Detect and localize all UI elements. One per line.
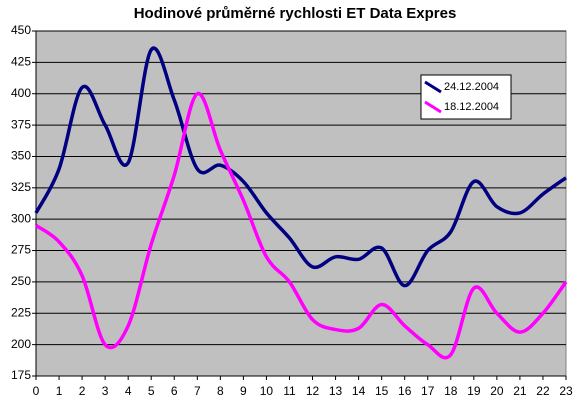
line-series [34,91,568,360]
x-tick-label: 9 [240,384,247,398]
x-tick-label: 17 [421,384,435,398]
x-tick-label: 4 [125,384,132,398]
y-tick-label: 350 [11,149,31,163]
y-tick-label: 450 [11,23,31,37]
y-tick-label: 325 [11,180,31,194]
x-tick-label: 22 [536,384,550,398]
x-tick-label: 21 [513,384,527,398]
x-tick-label: 0 [33,384,40,398]
legend-box [420,74,512,120]
legend-swatch [424,100,442,114]
x-tick-label: 18 [444,384,458,398]
x-tick-label: 3 [102,384,109,398]
x-tick-label: 8 [217,384,224,398]
y-tick-label: 275 [11,243,31,257]
y-tick-label: 425 [11,55,31,69]
x-tick-label: 16 [398,384,412,398]
legend-label: 18.12.2004 [444,101,499,113]
y-tick-label: 200 [11,337,31,351]
y-tick-label: 375 [11,117,31,131]
x-tick-label: 5 [148,384,155,398]
x-tick-label: 7 [194,384,201,398]
x-tick-label: 14 [352,384,366,398]
legend-swatch [424,80,442,94]
x-tick-label: 6 [171,384,178,398]
x-tick-label: 12 [306,384,320,398]
y-tick-label: 400 [11,86,31,100]
y-tick-label: 175 [11,368,31,382]
x-tick-label: 20 [490,384,504,398]
x-tick-label: 23 [559,384,573,398]
y-tick-label: 250 [11,274,31,288]
chart-title: Hodinové průměrné rychlosti ET Data Expr… [134,5,457,22]
line-series [34,46,568,288]
x-tick-label: 11 [283,384,296,398]
y-tick-label: 225 [11,305,31,319]
y-tick-label: 300 [11,211,31,225]
x-tick-label: 15 [375,384,389,398]
x-tick-label: 2 [79,384,86,398]
x-tick-label: 19 [467,384,481,398]
x-tick-label: 13 [329,384,343,398]
x-tick-label: 1 [56,384,63,398]
legend-label: 24.12.2004 [444,81,499,93]
x-tick-label: 10 [260,384,274,398]
